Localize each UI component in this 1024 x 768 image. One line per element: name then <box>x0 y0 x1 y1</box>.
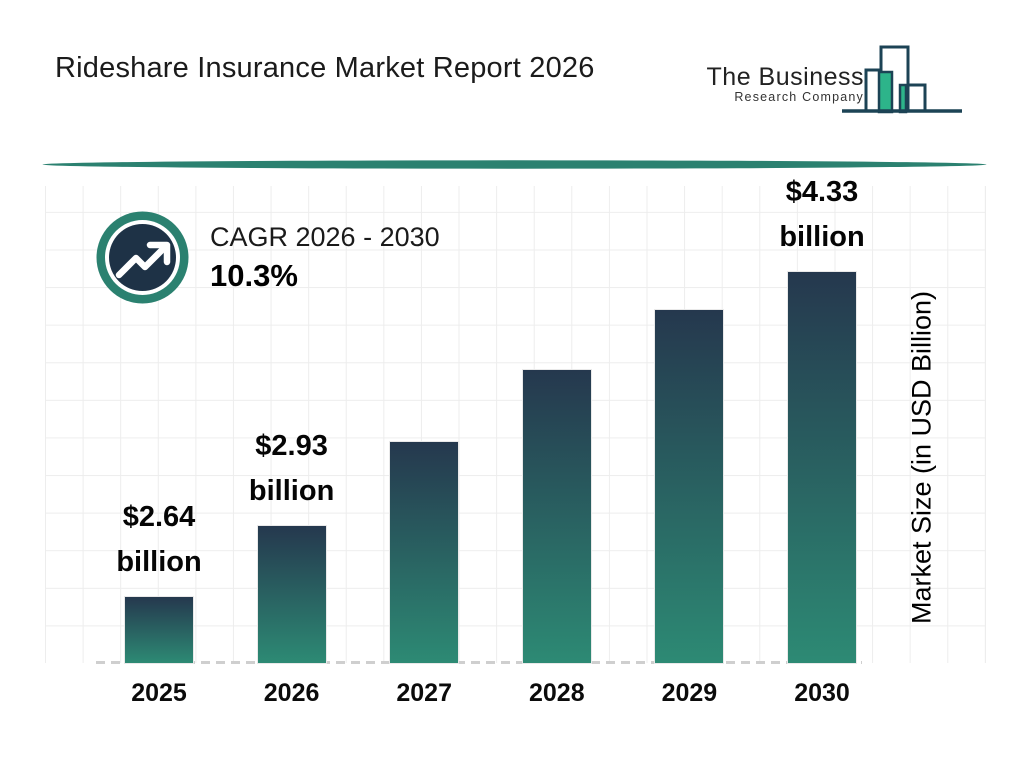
cagr-annotation: CAGR 2026 - 2030 10.3% <box>210 219 440 297</box>
value-label-2025: $2.64 billion <box>69 495 249 585</box>
x-tick-label-2025: 2025 <box>131 679 187 707</box>
bar-2030 <box>788 272 856 663</box>
company-logo: The Business Research Company <box>700 40 980 130</box>
logo-name: The Business <box>706 63 864 91</box>
value-label-2030: $4.33 billion <box>732 170 912 260</box>
trend-up-icon <box>96 211 189 304</box>
value-label-amount: $2.64 <box>122 501 196 533</box>
value-label-2026: $2.93 billion <box>202 424 382 514</box>
bar-2028 <box>522 370 591 663</box>
x-axis-baseline <box>96 661 862 664</box>
x-tick-label-2027: 2027 <box>396 679 452 707</box>
cagr-value: 10.3% <box>210 258 298 293</box>
value-label-amount: $4.33 <box>785 176 859 208</box>
value-label-unit: billion <box>248 475 335 507</box>
value-label-amount: $2.93 <box>255 430 328 462</box>
bar-2025 <box>125 597 193 663</box>
bar-2026 <box>257 526 326 663</box>
x-tick-label-2026: 2026 <box>263 679 320 707</box>
bar-2027 <box>390 442 459 663</box>
page-title: Rideshare Insurance Market Report 2026 <box>55 52 595 84</box>
divider-line <box>42 160 987 169</box>
value-label-unit: billion <box>116 546 202 578</box>
x-tick-label-2028: 2028 <box>528 679 585 707</box>
bar-2029 <box>655 310 724 663</box>
y-axis-title: Market Size (in USD Billion) <box>906 290 937 625</box>
x-tick-label-2029: 2029 <box>661 679 718 707</box>
logo-text: The Business Research Company <box>700 64 864 104</box>
cagr-period-label: CAGR 2026 - 2030 <box>210 222 440 252</box>
x-tick-label-2030: 2030 <box>794 679 850 707</box>
logo-subname: Research Company <box>734 90 864 104</box>
logo-bars-icon <box>842 45 962 114</box>
value-label-unit: billion <box>779 221 865 253</box>
